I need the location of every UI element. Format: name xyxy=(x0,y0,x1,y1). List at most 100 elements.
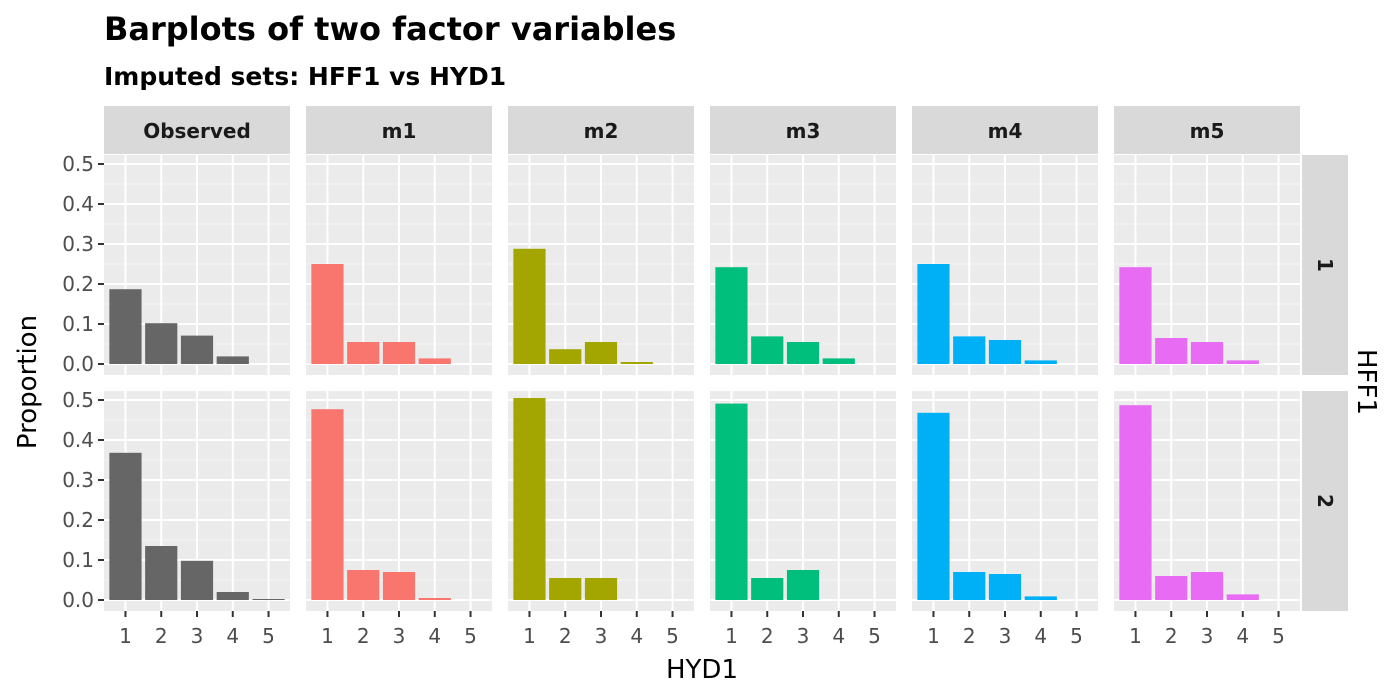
y-tick-label: 0.2 xyxy=(62,272,94,296)
x-tick-label: 4 xyxy=(1034,624,1047,648)
x-tick-label: 3 xyxy=(1201,624,1214,648)
bar xyxy=(1155,338,1188,364)
bar xyxy=(180,335,214,364)
facet-panel xyxy=(306,391,492,611)
x-tick-label: 3 xyxy=(191,624,204,648)
bar xyxy=(715,267,748,364)
bar xyxy=(549,578,582,600)
facet-panel xyxy=(912,391,1098,611)
bar xyxy=(252,599,285,600)
bar xyxy=(751,336,784,364)
bar xyxy=(347,570,380,600)
facet-strip-label: m2 xyxy=(584,119,619,143)
facet-strip-label: Observed xyxy=(143,119,251,143)
chart-title: Barplots of two factor variables xyxy=(104,10,676,48)
x-tick-label: 3 xyxy=(797,624,810,648)
facet-panel xyxy=(1114,155,1300,375)
facet-strip xyxy=(508,106,694,154)
bar xyxy=(347,342,380,364)
bar xyxy=(418,598,451,600)
x-tick-label: 4 xyxy=(630,624,643,648)
facet-strip xyxy=(912,106,1098,154)
bar xyxy=(1190,572,1224,600)
facet-panel xyxy=(508,155,694,375)
x-tick-label: 1 xyxy=(119,624,132,648)
facet-panel xyxy=(710,155,896,375)
bar xyxy=(1226,594,1259,600)
bar xyxy=(145,323,178,364)
y-tick-label: 0.0 xyxy=(62,588,94,612)
facet-panel xyxy=(508,391,694,611)
bar xyxy=(822,358,855,364)
x-tick-label: 5 xyxy=(666,624,679,648)
x-tick-label: 5 xyxy=(868,624,881,648)
x-axis-title: HYD1 xyxy=(666,655,738,685)
facet-panel xyxy=(1114,391,1300,611)
row-strip-label: 2 xyxy=(1313,494,1337,508)
facet-panel xyxy=(306,155,492,375)
facet-panel xyxy=(104,391,290,611)
facet-strip xyxy=(104,106,290,154)
bar xyxy=(584,578,618,600)
bar xyxy=(382,342,416,364)
bar xyxy=(1024,596,1057,600)
bar xyxy=(311,264,344,364)
y-tick-label: 0.5 xyxy=(62,152,94,176)
bar xyxy=(216,592,249,600)
x-tick-label: 4 xyxy=(226,624,239,648)
x-tick-label: 1 xyxy=(1129,624,1142,648)
bar xyxy=(1190,342,1224,364)
bar xyxy=(953,572,986,600)
facet-strip-label: m3 xyxy=(786,119,821,143)
bar xyxy=(584,342,618,364)
bar xyxy=(953,336,986,364)
facet-strip-label: m4 xyxy=(988,119,1023,143)
row-strip xyxy=(1302,391,1348,611)
row-strip xyxy=(1302,155,1348,375)
x-tick-label: 2 xyxy=(357,624,370,648)
bar xyxy=(311,409,344,600)
facet-strip-label: m1 xyxy=(382,119,417,143)
x-tick-label: 1 xyxy=(321,624,334,648)
bar xyxy=(988,340,1022,364)
bar xyxy=(917,264,950,364)
x-tick-label: 3 xyxy=(595,624,608,648)
x-tick-label: 3 xyxy=(393,624,406,648)
bar xyxy=(180,560,214,600)
y-tick-label: 0.4 xyxy=(62,192,94,216)
bar xyxy=(988,574,1022,600)
y-tick-label: 0.2 xyxy=(62,508,94,532)
x-tick-label: 5 xyxy=(262,624,275,648)
y-tick-label: 0.1 xyxy=(62,548,94,572)
facet-panel xyxy=(710,391,896,611)
facet-strip xyxy=(306,106,492,154)
bar xyxy=(216,356,249,364)
bar xyxy=(549,349,582,364)
chart-subtitle: Imputed sets: HFF1 vs HYD1 xyxy=(104,62,506,91)
bar xyxy=(715,403,748,600)
x-tick-label: 1 xyxy=(523,624,536,648)
x-tick-label: 5 xyxy=(1070,624,1083,648)
x-tick-label: 2 xyxy=(559,624,572,648)
facet-strip xyxy=(710,106,896,154)
bar xyxy=(145,546,178,600)
y-tick-label: 0.0 xyxy=(62,352,94,376)
x-tick-label: 4 xyxy=(832,624,845,648)
x-tick-label: 1 xyxy=(725,624,738,648)
bar xyxy=(751,578,784,600)
x-tick-label: 4 xyxy=(1236,624,1249,648)
bar xyxy=(1119,267,1152,364)
x-tick-label: 1 xyxy=(927,624,940,648)
x-tick-label: 5 xyxy=(1272,624,1285,648)
bar xyxy=(786,570,820,600)
y-tick-label: 0.3 xyxy=(62,468,94,492)
bar xyxy=(620,362,653,364)
facet-panel xyxy=(912,155,1098,375)
y-tick-label: 0.3 xyxy=(62,232,94,256)
x-tick-label: 4 xyxy=(428,624,441,648)
y-tick-label: 0.5 xyxy=(62,388,94,412)
x-tick-label: 5 xyxy=(464,624,477,648)
x-tick-label: 2 xyxy=(1165,624,1178,648)
